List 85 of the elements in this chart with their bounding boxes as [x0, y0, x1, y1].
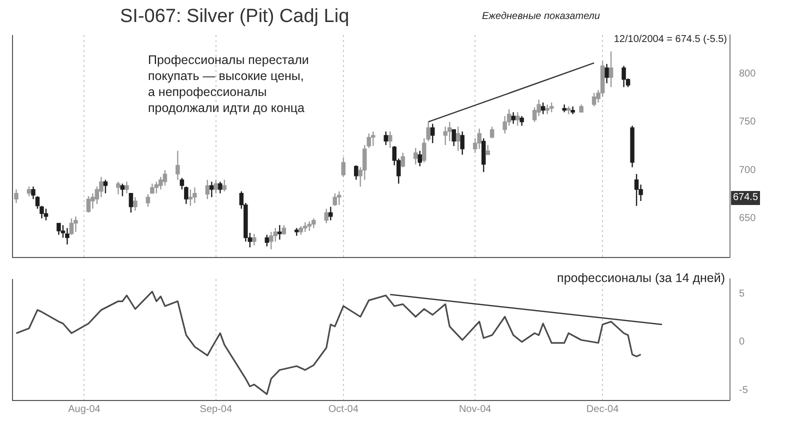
candlestick [400, 152, 405, 168]
chart-subtitle: Ежедневные показатели [482, 11, 600, 22]
y-tick-label: 800 [739, 68, 756, 80]
candlestick [634, 173, 639, 206]
y-tick-label: 0 [739, 336, 745, 348]
candlestick [214, 179, 218, 194]
candlestick [545, 104, 550, 115]
candlestick [282, 224, 286, 236]
chart-title: SI-067: Silver (Pit) Cadj Liq [120, 6, 350, 28]
candlestick [312, 218, 316, 229]
candlestick [278, 224, 282, 240]
annotation: профессионалы (за 14 дней) [557, 271, 725, 285]
candlestick [332, 192, 338, 206]
candlestick [103, 179, 108, 194]
text: 674.5 [731, 191, 760, 205]
candlestick [481, 138, 486, 173]
candlestick [549, 102, 554, 113]
candlestick [150, 183, 154, 194]
candlestick [269, 231, 274, 250]
candlestick [604, 63, 609, 84]
candlestick [443, 126, 448, 146]
candlestick [592, 92, 596, 108]
candlestick [74, 216, 78, 233]
annotation: 12/10/2004 = 674.5 (-5.5) [614, 34, 727, 45]
candlestick [324, 208, 329, 224]
candlestick [252, 233, 256, 246]
candlestick [44, 208, 48, 221]
y-tick-label: 650 [739, 213, 756, 224]
candlestick [460, 130, 464, 156]
y-tick-label: -5 [739, 385, 748, 396]
x-tick-label: Nov-04 [458, 404, 492, 415]
x-tick-label: Aug-04 [68, 404, 101, 415]
candlestick [162, 170, 168, 186]
candlestick [210, 181, 214, 198]
candlestick [328, 206, 333, 221]
candlestick [264, 234, 270, 247]
candlestick [128, 192, 134, 214]
candlestick [124, 181, 129, 194]
candlestick [370, 130, 376, 147]
candlestick [515, 112, 520, 126]
candlestick [307, 220, 312, 232]
candlestick [26, 186, 32, 197]
candlestick [303, 222, 308, 233]
candlestick [490, 126, 494, 139]
x-tick-label: Oct-04 [328, 404, 359, 415]
candlestick [384, 130, 388, 146]
candlestick [418, 150, 422, 167]
candlestick [540, 102, 546, 115]
candlestick [146, 194, 150, 208]
candlestick [116, 181, 120, 195]
candlestick [511, 112, 516, 124]
candlestick [447, 121, 452, 142]
candlestick [608, 50, 614, 88]
candlestick [188, 188, 193, 206]
candlestick [120, 183, 125, 197]
candlestick [430, 123, 435, 144]
candlestick [133, 196, 138, 212]
candlestick [337, 190, 342, 206]
candlestick [486, 144, 490, 156]
candlestick [56, 222, 61, 236]
candlestick [69, 218, 74, 236]
x-tick-label: Sep-04 [200, 404, 232, 415]
candlestick [477, 128, 482, 150]
candlestick [622, 65, 626, 88]
candlestick [222, 179, 227, 192]
candlestick [388, 130, 392, 149]
candlestick [14, 188, 18, 204]
candlestick [205, 179, 210, 200]
x-tick-label: Dec-04 [586, 404, 620, 415]
candlestick [176, 150, 180, 180]
y-tick-label: 5 [739, 288, 745, 300]
y-tick-label: 700 [739, 164, 756, 176]
candlestick [218, 181, 222, 194]
candlestick [456, 126, 460, 152]
candlestick [341, 156, 346, 178]
y-tick-label: 750 [739, 116, 756, 128]
candlestick [413, 147, 418, 165]
annotation: Профессионалы перестали покупать — высокие цены, а непрофессионалы продолжали идти до конца [148, 52, 309, 116]
candlestick [520, 115, 524, 126]
candlestick [86, 196, 91, 214]
candlestick [65, 227, 70, 246]
candlestick [192, 186, 197, 204]
candlestick [452, 128, 456, 147]
candlestick [354, 164, 358, 180]
candlestick [154, 181, 159, 194]
